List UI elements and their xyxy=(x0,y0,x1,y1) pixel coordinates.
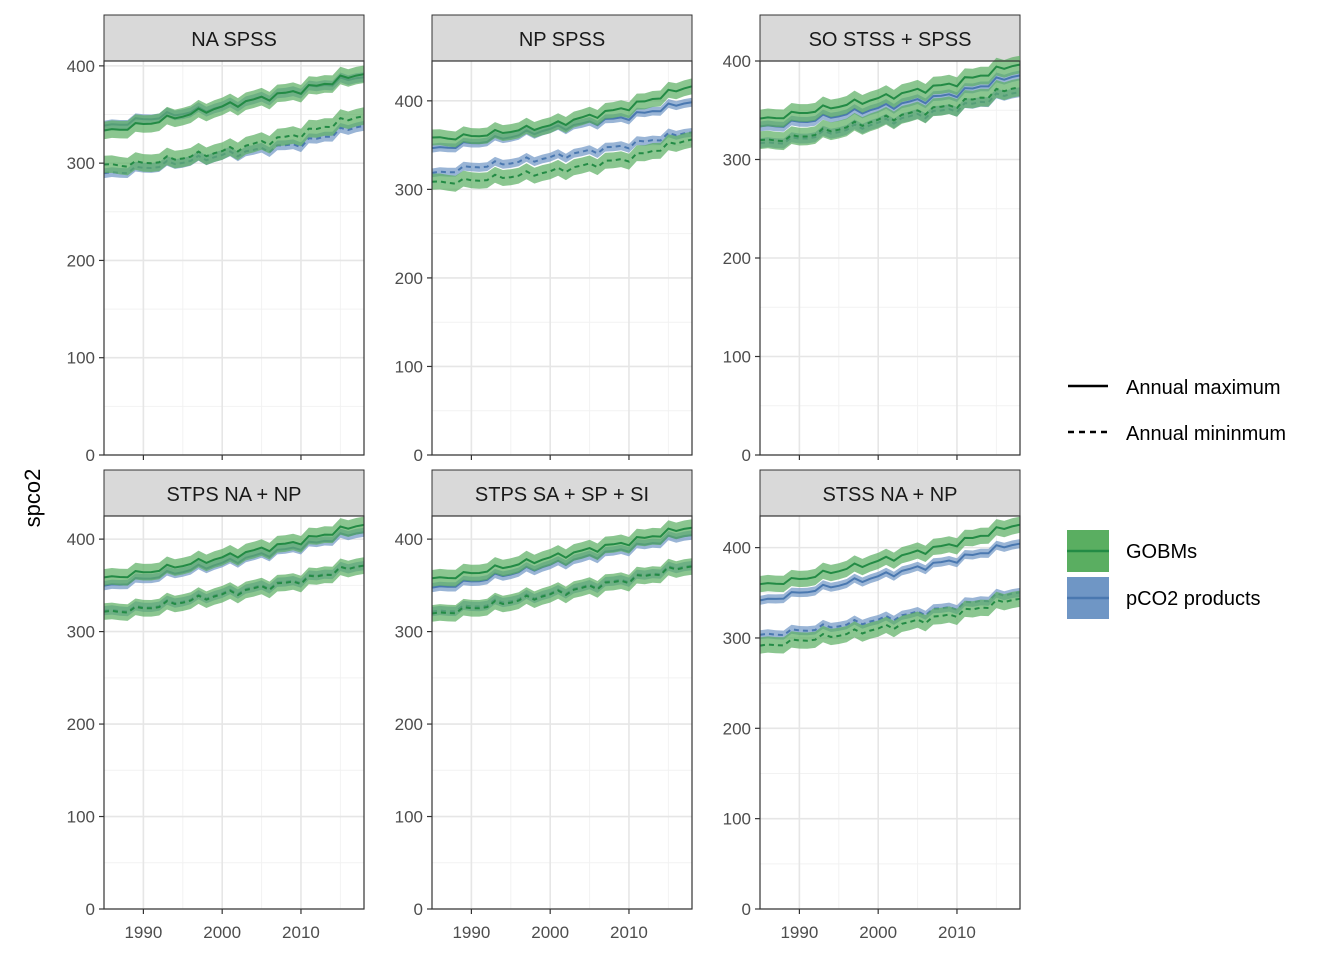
gobms-max-line xyxy=(103,523,365,579)
panel-na-spss: NA SPSS 0 100 200 300 400 xyxy=(67,14,365,465)
y-axis-title: spco2 xyxy=(20,469,45,528)
panel-title: STPS NA + NP xyxy=(166,484,301,506)
y-tick-label: 300 xyxy=(67,623,95,642)
gobms-min-ribbon xyxy=(104,557,364,621)
y-tick-label: 100 xyxy=(723,810,751,829)
y-tick-label: 100 xyxy=(395,357,423,376)
y-tick-label: 300 xyxy=(723,151,751,170)
pco2-min-ribbon xyxy=(432,128,692,178)
y-tick-label: 100 xyxy=(67,349,95,368)
panel-so-stss-spss: SO STSS + SPSS 0 100 200 300 400 xyxy=(723,14,1021,465)
x-tick-label: 2000 xyxy=(859,923,897,942)
y-tick-label: 0 xyxy=(86,446,95,465)
y-tick-label: 0 xyxy=(86,900,95,919)
gobms-min-ribbon xyxy=(760,78,1020,151)
y-tick-label: 200 xyxy=(67,251,95,270)
y-tick-label: 400 xyxy=(395,92,423,111)
x-tick-label: 1990 xyxy=(124,923,162,942)
gobms-max-line xyxy=(431,85,693,141)
gobms-max-line xyxy=(431,526,693,580)
y-tick-label: 0 xyxy=(414,446,423,465)
x-tick-label: 2000 xyxy=(203,923,241,942)
x-tick-label: 2010 xyxy=(610,923,648,942)
gobms-max-line xyxy=(759,523,1021,586)
panel-title: SO STSS + SPSS xyxy=(809,29,972,51)
pco2-max-line xyxy=(759,74,1021,128)
gobms-max-ribbon xyxy=(104,516,364,586)
strip-background xyxy=(103,14,365,62)
gobms-max-ribbon xyxy=(760,55,1020,128)
panel-stps-na-np: STPS NA + NP 0 100 200 300 400 1990 2000 2010 xyxy=(67,469,365,942)
gobms-min-line xyxy=(759,597,1021,647)
gobms-min-line xyxy=(431,565,693,615)
gobms-max-line xyxy=(759,63,1021,120)
panel-stps-sa-sp-si: STPS SA + SP + SI 0 100 200 300 400 1990 2000 20… xyxy=(395,469,693,942)
panel-border xyxy=(759,515,1021,910)
y-tick-label: 100 xyxy=(395,808,423,827)
pco2-min-line xyxy=(431,131,693,174)
y-tick-label: 400 xyxy=(723,539,751,558)
panels: NA SPSS 0 100 200 300 400 NP SPSS 0 100 200 300 400… xyxy=(67,14,1021,942)
gobms-min-ribbon xyxy=(104,107,364,176)
y-tick-label: 300 xyxy=(395,180,423,199)
y-tick-label: 100 xyxy=(67,808,95,827)
panel-title: NA SPSS xyxy=(191,29,277,51)
strip-background xyxy=(431,14,693,62)
y-tick-label: 400 xyxy=(67,57,95,76)
x-tick-label: 1990 xyxy=(452,923,490,942)
panel-title: STPS SA + SP + SI xyxy=(475,484,649,506)
y-tick-label: 300 xyxy=(723,629,751,648)
legend-label-pco2-products: pCO2 products xyxy=(1126,588,1261,610)
gobms-min-ribbon xyxy=(432,558,692,622)
y-tick-label: 200 xyxy=(723,719,751,738)
y-tick-label: 0 xyxy=(742,900,751,919)
gobms-min-line xyxy=(759,86,1021,143)
legend-label-annual-minimum: Annual mininmum xyxy=(1126,423,1286,445)
y-tick-label: 300 xyxy=(67,154,95,173)
panel-border xyxy=(431,515,693,910)
strip-background xyxy=(759,14,1021,62)
gobms-max-line xyxy=(103,73,365,132)
gobms-min-line xyxy=(103,564,365,614)
panel-np-spss: NP SPSS 0 100 200 300 400 xyxy=(395,14,693,465)
panel-title: NP SPSS xyxy=(519,29,605,51)
legend: Annual maximum Annual mininmum GOBMs pCO… xyxy=(1067,377,1286,619)
gobms-max-ribbon xyxy=(760,516,1020,593)
legend-label-gobms: GOBMs xyxy=(1126,541,1197,563)
x-tick-label: 1990 xyxy=(780,923,818,942)
y-tick-label: 400 xyxy=(395,530,423,549)
x-tick-label: 2010 xyxy=(282,923,320,942)
pco2-max-line xyxy=(759,542,1021,602)
y-tick-label: 400 xyxy=(723,52,751,71)
pco2-max-ribbon xyxy=(760,539,1020,605)
gobms-max-ribbon xyxy=(432,519,692,587)
panel-stss-na-np: STSS NA + NP 0 100 200 300 400 1990 2000 2010 xyxy=(723,469,1021,942)
panel-title: STSS NA + NP xyxy=(822,484,957,506)
y-tick-label: 300 xyxy=(395,623,423,642)
x-tick-label: 2000 xyxy=(531,923,569,942)
panel-border xyxy=(431,60,693,456)
legend-label-annual-maximum: Annual maximum xyxy=(1126,377,1281,399)
gobms-max-ribbon xyxy=(104,65,364,140)
panel-border xyxy=(103,60,365,456)
panel-border xyxy=(103,515,365,910)
gobms-min-ribbon xyxy=(432,131,692,192)
y-tick-label: 100 xyxy=(723,348,751,367)
y-tick-label: 200 xyxy=(67,715,95,734)
gobms-min-line xyxy=(431,138,693,185)
gobms-min-line xyxy=(103,115,365,168)
y-tick-label: 200 xyxy=(395,269,423,288)
y-tick-label: 400 xyxy=(67,530,95,549)
y-tick-label: 200 xyxy=(723,249,751,268)
x-tick-label: 2010 xyxy=(938,923,976,942)
y-tick-label: 200 xyxy=(395,715,423,734)
gobms-min-ribbon xyxy=(760,590,1020,654)
y-tick-label: 0 xyxy=(414,900,423,919)
y-tick-label: 0 xyxy=(742,446,751,465)
